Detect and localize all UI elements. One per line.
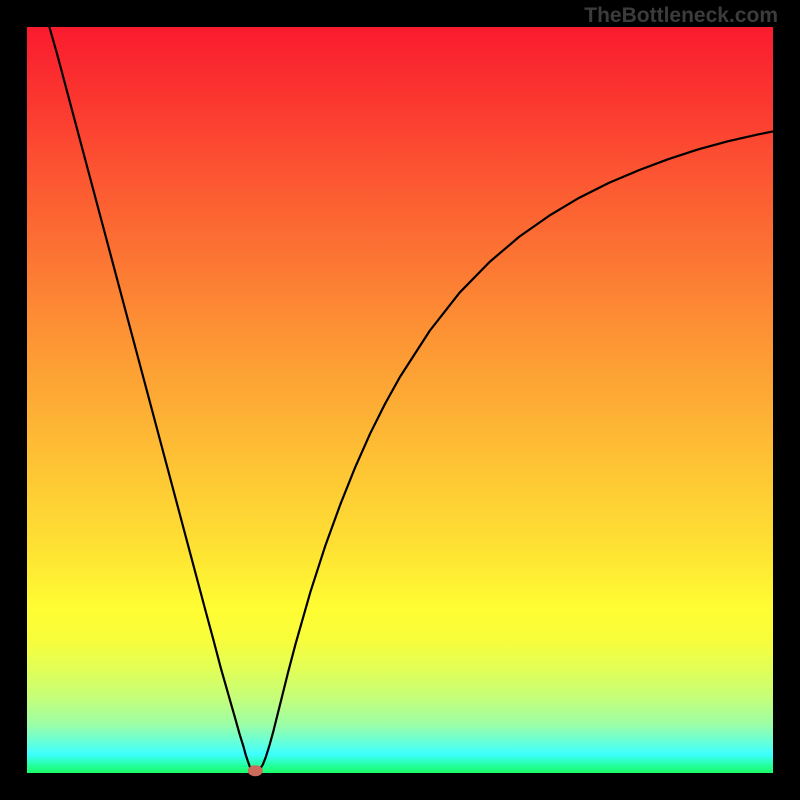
minimum-marker bbox=[248, 765, 263, 776]
chart-container: TheBottleneck.com bbox=[0, 0, 800, 800]
plot-background bbox=[27, 27, 773, 773]
watermark-text: TheBottleneck.com bbox=[584, 4, 778, 28]
plot-svg bbox=[0, 0, 800, 800]
